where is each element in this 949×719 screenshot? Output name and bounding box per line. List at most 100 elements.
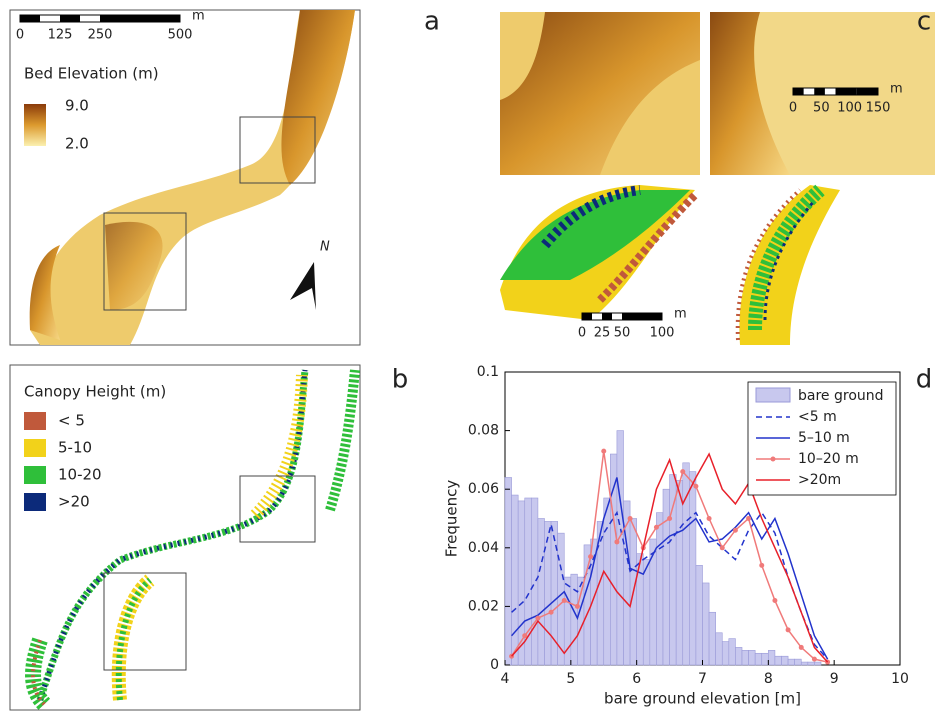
panel-letters: a b c d [392,7,933,395]
legend-label: >20 [58,493,90,511]
map-title: Bed Elevation (m) [24,65,159,83]
point [627,516,633,521]
scale-bar [814,88,825,95]
point [798,644,804,650]
canopy-map [25,369,360,711]
scale-bar [642,313,662,320]
point [759,562,765,568]
point [693,483,699,489]
colorbar-label: 2.0 [65,135,89,153]
panel-letter: d [916,365,933,395]
line [511,477,829,660]
map-frame [9,364,361,711]
zoom-canopy [735,188,802,341]
bar [800,661,809,666]
bar [728,638,736,666]
zoom-box [103,572,187,671]
bar [544,521,552,666]
x-tick-label: 5 [566,671,575,687]
y-tick-label: 0.06 [468,481,499,497]
panel-letter: b [392,365,409,395]
scale-label: 50 [614,326,631,341]
bar [603,497,611,666]
legend-marker [770,456,776,462]
scale-label: 25 [594,326,611,341]
point [522,633,528,639]
scale-bar [835,88,857,95]
zoom-canopy [748,184,825,331]
bar [735,647,743,666]
map-title: Canopy Height (m) [24,383,166,401]
bar [787,658,795,666]
colorbar [24,104,46,146]
bar [642,559,651,666]
point [772,598,778,604]
scale-label: 100 [837,101,862,116]
legend-label: 5-10 [58,439,92,457]
colorbar-label: 9.0 [65,97,89,115]
scale-bar [60,15,80,22]
point [746,516,752,521]
zoom-image [710,12,790,175]
legend-swatch [24,439,46,457]
bar [754,652,763,666]
line [511,510,829,660]
y-tick-label: 0.08 [468,423,499,439]
legend-label: <5 m [798,409,837,425]
legend-label: 5–10 m [798,430,850,446]
river-bank [29,245,60,340]
point [667,516,673,521]
canopy-legend: < 5 5-10 10-20 >20 [24,412,102,511]
point [548,609,554,615]
y-tick-label: 0.02 [468,598,499,614]
bar [511,494,519,666]
bar [577,576,585,666]
bar [537,518,545,666]
scale-label: 125 [48,28,73,43]
zoom-box [239,116,316,184]
scale-unit: m [674,307,687,322]
point [732,527,738,533]
scale-label: 0 [16,28,24,43]
legend-swatch [24,466,46,484]
x-tick-label: 4 [501,671,510,687]
bar [708,611,716,666]
scale-bar [582,313,592,320]
zoom-canopy [597,192,698,303]
point [588,554,594,560]
river-bank [281,10,355,185]
panel-letter: a [424,7,440,37]
north-arrow [290,262,316,310]
bar [504,477,512,666]
scale-bar [140,15,180,22]
map-frame [9,9,361,346]
north-label: N [320,240,330,255]
scale-label: 100 [650,326,675,341]
y-tick-label: 0.04 [468,540,499,556]
scale-bar [856,88,878,95]
scale-label: 0 [789,101,797,116]
bar [774,655,782,666]
y-axis-label: Frequency [443,480,461,558]
x-tick-label: 9 [830,671,839,687]
bar [531,497,539,666]
zoom-box [239,475,316,543]
bar [675,480,684,666]
bar [814,661,822,666]
line [511,452,829,663]
x-tick-label: 10 [891,671,909,687]
bar [695,565,703,666]
bar [741,650,749,666]
bar [768,650,776,666]
bar [807,661,815,666]
zoom-box [103,212,187,311]
point [653,524,659,530]
scale-unit: m [890,82,903,97]
point [614,539,620,545]
zoom-image [500,12,700,175]
bar [794,658,802,666]
bar [781,655,789,666]
point [719,545,725,551]
